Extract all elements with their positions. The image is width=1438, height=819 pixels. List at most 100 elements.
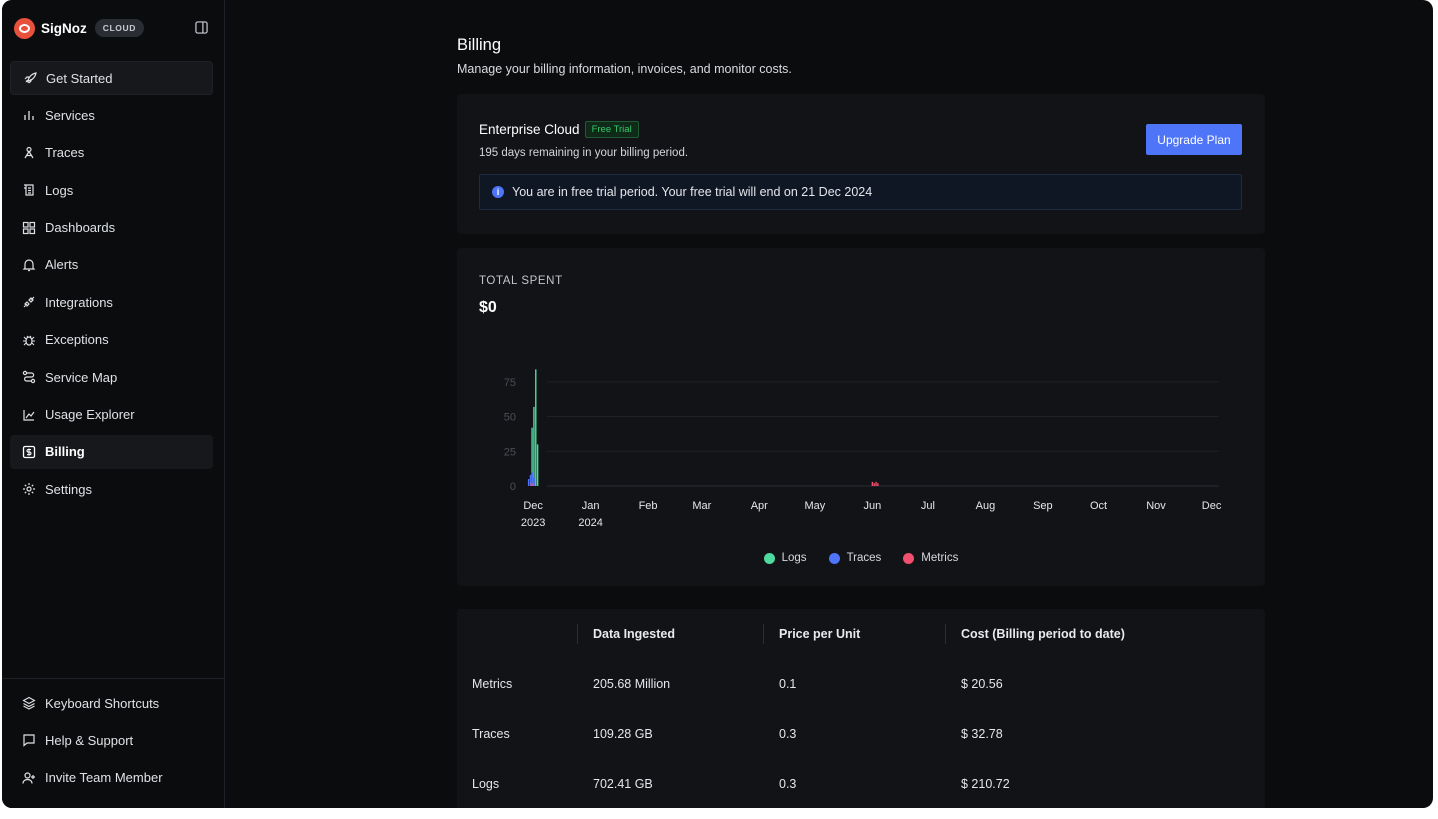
bar-traces bbox=[529, 474, 532, 486]
sidebar-item-services[interactable]: Services bbox=[10, 98, 213, 132]
x-tick-label: Jun bbox=[863, 500, 881, 512]
sidebar-item-label: Service Map bbox=[45, 369, 118, 385]
sidebar-item-get-started[interactable]: Get Started bbox=[10, 61, 213, 95]
x-tick-label: Feb bbox=[639, 500, 658, 512]
sidebar-item-label: Logs bbox=[45, 182, 74, 198]
x-tick-label: May bbox=[804, 500, 825, 512]
bar-logs bbox=[536, 444, 539, 486]
page-title: Billing bbox=[457, 36, 502, 54]
sidebar-item-usage-explorer[interactable]: Usage Explorer bbox=[10, 398, 213, 432]
brand[interactable]: SigNoz CLOUD bbox=[14, 16, 144, 40]
legend-item-metrics[interactable]: Metrics bbox=[903, 552, 958, 564]
x-tick-year-label: 2024 bbox=[578, 517, 602, 529]
header-data-ingested: Data Ingested bbox=[593, 627, 675, 641]
keyboard-shortcuts-item[interactable]: Keyboard Shortcuts bbox=[10, 686, 216, 720]
bar-metrics bbox=[875, 481, 877, 486]
page-subtitle: Manage your billing information, invoice… bbox=[457, 62, 792, 76]
line-chart-icon bbox=[23, 409, 35, 421]
header-separator bbox=[763, 624, 764, 644]
sidebar-item-billing[interactable]: Billing bbox=[10, 434, 213, 469]
layers-icon bbox=[22, 696, 36, 710]
invite-team-member-item[interactable]: Invite Team Member bbox=[10, 761, 216, 795]
x-tick-label: Jan bbox=[582, 500, 600, 512]
legend-label-metrics: Metrics bbox=[921, 552, 959, 564]
sidebar-item-label: Get Started bbox=[46, 70, 113, 86]
x-tick-label: Mar bbox=[692, 500, 711, 512]
sidebar-item-label: Traces bbox=[45, 145, 85, 161]
route-icon bbox=[22, 370, 36, 384]
legend-dot-traces bbox=[828, 552, 840, 564]
cloud-badge: CLOUD bbox=[94, 19, 144, 37]
total-spent-value: $0 bbox=[479, 299, 497, 316]
row-logs-type: Logs bbox=[472, 777, 500, 791]
x-tick-label: Dec bbox=[523, 500, 543, 512]
brand-name: SigNoz bbox=[41, 20, 87, 36]
upgrade-plan-button[interactable]: Upgrade Plan bbox=[1146, 124, 1242, 155]
bar-metrics bbox=[873, 483, 875, 486]
traces-icon bbox=[24, 146, 34, 159]
chart-legend: Logs Traces Metrics bbox=[457, 552, 1265, 564]
x-tick-label: Nov bbox=[1146, 500, 1166, 512]
row-traces-cost: $ 32.78 bbox=[961, 727, 1003, 741]
main-content: Billing Manage your billing information,… bbox=[225, 0, 1433, 808]
sidebar-collapse-icon[interactable] bbox=[195, 21, 208, 34]
bar-logs bbox=[531, 427, 533, 486]
sidebar-item-service-map[interactable]: Service Map bbox=[10, 360, 213, 394]
x-tick-label: Dec bbox=[1202, 500, 1222, 512]
sidebar-item-traces[interactable]: Traces bbox=[10, 136, 213, 170]
header-cost: Cost (Billing period to date) bbox=[961, 627, 1125, 641]
sidebar-item-logs[interactable]: Logs bbox=[10, 173, 213, 207]
billing-period-remaining: 195 days remaining in your billing perio… bbox=[479, 147, 689, 159]
sidebar-item-label: Usage Explorer bbox=[45, 407, 135, 423]
usage-bar-chart: 0 25 50 75 Dec 2023 Jan 2024 Feb Mar Apr May Jun Jul A… bbox=[504, 369, 1222, 529]
row-metrics-type: Metrics bbox=[472, 677, 513, 691]
sidebar: SigNoz CLOUD Get Started Services Traces… bbox=[2, 0, 225, 808]
y-tick-label: 0 bbox=[510, 481, 516, 493]
sidebar-item-dashboards[interactable]: Dashboards bbox=[10, 211, 213, 245]
row-traces-price: 0.3 bbox=[779, 727, 797, 741]
sidebar-item-label: Billing bbox=[45, 444, 85, 460]
sidebar-item-settings[interactable]: Settings bbox=[10, 472, 213, 506]
bell-icon bbox=[22, 259, 36, 272]
bar-traces bbox=[531, 472, 534, 486]
trial-info-text: You are in free trial period. Your free … bbox=[512, 185, 873, 199]
trial-info-alert: i You are in free trial period. Your fre… bbox=[479, 174, 1242, 210]
bar-metrics bbox=[877, 483, 879, 486]
legend-label-logs: Logs bbox=[781, 552, 807, 564]
bar-traces bbox=[527, 479, 530, 486]
sidebar-item-exceptions[interactable]: Exceptions bbox=[10, 323, 213, 357]
x-tick-label: Jul bbox=[921, 500, 935, 512]
legend-label-traces: Traces bbox=[846, 552, 882, 564]
legend-dot-metrics bbox=[903, 552, 915, 564]
total-spent-label: TOTAL SPENT bbox=[479, 275, 563, 287]
info-icon: i bbox=[492, 186, 504, 198]
dollar-receipt-icon bbox=[22, 445, 36, 459]
sidebar-item-label: Alerts bbox=[45, 257, 79, 273]
x-tick-label: Oct bbox=[1090, 500, 1107, 512]
signoz-logo-icon bbox=[14, 17, 35, 39]
bar-chart-icon bbox=[24, 111, 34, 121]
bar-logs bbox=[535, 369, 537, 486]
usage-cost-table: Data Ingested Price per Unit Cost (Billi… bbox=[457, 609, 1265, 808]
sidebar-bottom-label: Help & Support bbox=[45, 732, 134, 748]
logs-icon bbox=[24, 184, 34, 196]
rocket-icon bbox=[24, 72, 37, 84]
sidebar-bottom-label: Invite Team Member bbox=[45, 770, 163, 786]
x-tick-year-label: 2023 bbox=[521, 517, 545, 529]
sidebar-item-label: Exceptions bbox=[45, 332, 109, 348]
sidebar-nav: Get Started Services Traces Logs Dashboa… bbox=[10, 61, 213, 510]
bar-metrics bbox=[532, 483, 534, 486]
row-metrics-price: 0.1 bbox=[779, 677, 797, 691]
header-price-per-unit: Price per Unit bbox=[779, 627, 861, 641]
help-support-item[interactable]: Help & Support bbox=[10, 723, 216, 757]
header-separator bbox=[577, 624, 578, 644]
legend-item-traces[interactable]: Traces bbox=[828, 552, 882, 564]
sidebar-bottom-label: Keyboard Shortcuts bbox=[45, 695, 160, 711]
total-spent-card: TOTAL SPENT $0 0 25 50 75 Dec 2023 Jan 2024 Feb M… bbox=[457, 248, 1265, 586]
sidebar-item-integrations[interactable]: Integrations bbox=[10, 285, 213, 319]
sidebar-item-label: Dashboards bbox=[45, 220, 116, 236]
plan-name: Enterprise Cloud bbox=[479, 122, 580, 137]
legend-item-logs[interactable]: Logs bbox=[763, 552, 807, 564]
sidebar-item-alerts[interactable]: Alerts bbox=[10, 248, 213, 282]
row-logs-cost: $ 210.72 bbox=[961, 777, 1010, 791]
